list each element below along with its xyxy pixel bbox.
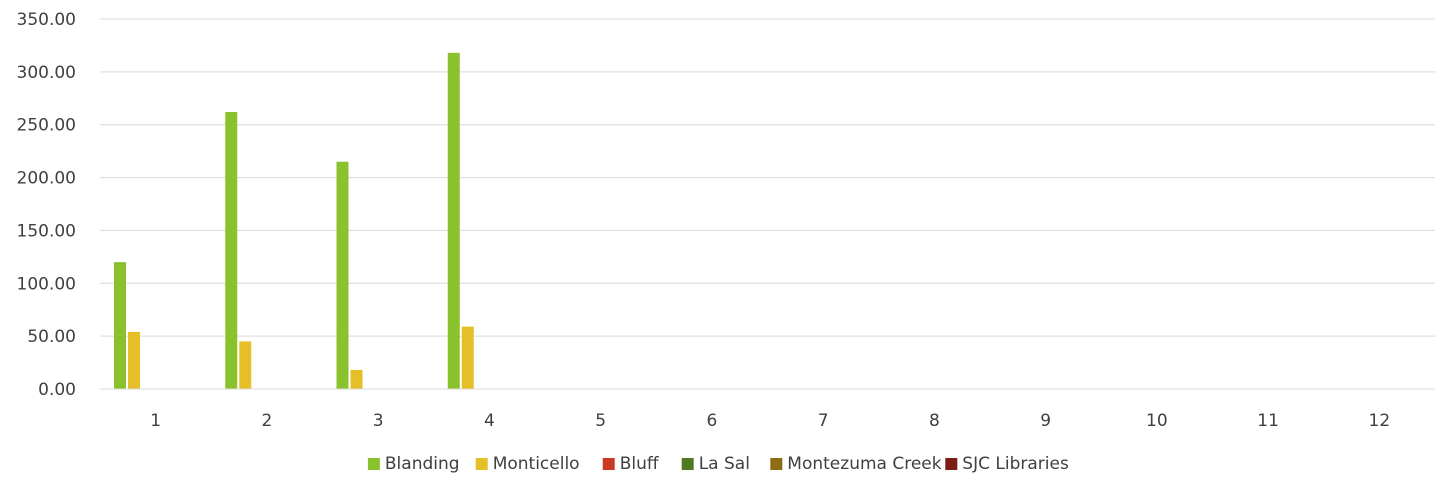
bar-monticello: [461, 326, 474, 389]
x-tick-label: 5: [595, 411, 606, 431]
y-tick-label: 300.00: [17, 63, 76, 83]
bar-monticello: [350, 369, 363, 389]
bar-blanding: [114, 262, 126, 389]
y-tick-label: 350.00: [17, 10, 76, 30]
y-tick-label: 50.00: [27, 327, 76, 347]
x-tick-label: 12: [1369, 411, 1391, 431]
legend-swatch-la-sal: [681, 458, 694, 470]
legend-label-montezuma-creek: Montezuma Creek: [787, 454, 941, 474]
legend-label-monticello: Monticello: [493, 454, 580, 474]
legend-label-bluff: Bluff: [620, 454, 660, 474]
legend-label-sjc-libraries: SJC Libraries: [962, 454, 1069, 474]
x-tick-label: 11: [1257, 411, 1279, 431]
bar-blanding: [447, 52, 460, 389]
x-tick-label: 3: [373, 411, 384, 431]
y-axis: 0.00 50.00 100.00 150.00 200.00 250.00 300.00 3…: [17, 10, 76, 400]
legend-swatch-blanding: [367, 458, 380, 470]
bars: [114, 52, 474, 390]
legend-label-la-sal: La Sal: [699, 454, 750, 474]
y-tick-label: 200.00: [17, 169, 76, 189]
legend-swatch-monticello: [475, 458, 488, 470]
x-tick-label: 7: [818, 411, 829, 431]
bar-monticello: [128, 331, 140, 389]
x-tick-label: 4: [484, 411, 495, 431]
x-tick-label: 10: [1146, 411, 1168, 431]
legend-swatch-sjc-libraries: [945, 458, 958, 470]
x-tick-label: 1: [150, 411, 161, 431]
bar-blanding: [336, 161, 349, 389]
x-axis: 1 2 3 4 5 6 7 8 9 10 11 12: [100, 388, 1435, 431]
y-tick-label: 150.00: [17, 221, 76, 241]
bar-monticello: [239, 341, 252, 389]
gridlines: [100, 18, 1435, 390]
y-tick-label: 100.00: [17, 274, 76, 294]
x-tick-label: 6: [706, 411, 717, 431]
legend: Blanding Monticello Bluff La Sal Montezuma C…: [367, 454, 1069, 474]
y-tick-label: 0.00: [38, 380, 76, 400]
x-tick-label: 8: [929, 411, 940, 431]
legend-swatch-montezuma-creek: [770, 458, 783, 470]
legend-label-blanding: Blanding: [385, 454, 460, 474]
bar-blanding: [225, 112, 238, 390]
y-tick-label: 250.00: [17, 116, 76, 136]
x-tick-label: 2: [261, 411, 272, 431]
x-tick-label: 9: [1040, 411, 1051, 431]
legend-swatch-bluff: [602, 458, 615, 470]
